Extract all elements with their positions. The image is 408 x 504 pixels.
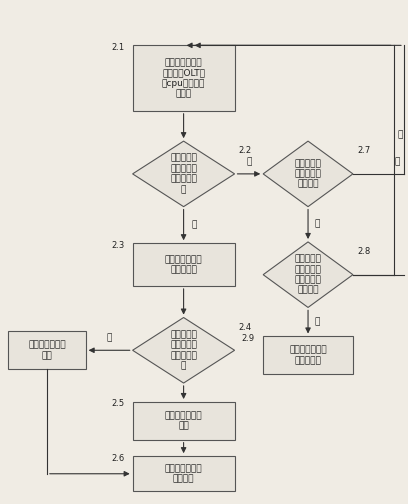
Text: 探测任务运行，
统计上送OLT设
各cpu的攻击报
文数量: 探测任务运行， 统计上送OLT设 各cpu的攻击报 文数量 xyxy=(162,58,205,98)
Text: 记录攻击级别为
重度: 记录攻击级别为 重度 xyxy=(165,411,202,430)
Text: 是: 是 xyxy=(314,220,319,229)
FancyBboxPatch shape xyxy=(8,332,86,369)
Text: 2.1: 2.1 xyxy=(111,43,124,52)
Polygon shape xyxy=(133,318,235,383)
Text: 记录攻击状态为
未攻击状态: 记录攻击状态为 未攻击状态 xyxy=(289,346,327,365)
Text: 2.5: 2.5 xyxy=(111,399,124,408)
Text: 2.7: 2.7 xyxy=(357,146,370,155)
Text: 当前攻击状
态是否为被
攻击状态: 当前攻击状 态是否为被 攻击状态 xyxy=(295,159,322,189)
Text: 2.4: 2.4 xyxy=(239,323,252,332)
Text: 否: 否 xyxy=(246,157,252,166)
FancyBboxPatch shape xyxy=(133,45,235,111)
Text: 2.2: 2.2 xyxy=(239,146,252,155)
Text: 2.3: 2.3 xyxy=(111,241,124,249)
Text: 判断攻击报
文是否到达
轻度攻击门
限: 判断攻击报 文是否到达 轻度攻击门 限 xyxy=(170,154,197,194)
Text: 调用攻击源处理
模块处理: 调用攻击源处理 模块处理 xyxy=(165,464,202,483)
Text: 2.6: 2.6 xyxy=(111,454,124,463)
Text: 是: 是 xyxy=(192,220,197,229)
Text: 是: 是 xyxy=(314,318,319,327)
Text: 否: 否 xyxy=(395,157,400,166)
Text: 当基台续续
三个周期都
未到达轻度
攻击门限: 当基台续续 三个周期都 未到达轻度 攻击门限 xyxy=(295,255,322,295)
Text: 2.8: 2.8 xyxy=(357,247,370,256)
Polygon shape xyxy=(263,141,353,207)
FancyBboxPatch shape xyxy=(133,456,235,491)
FancyBboxPatch shape xyxy=(263,337,353,374)
Text: 否: 否 xyxy=(106,334,112,343)
Text: 否: 否 xyxy=(398,131,403,139)
Polygon shape xyxy=(133,141,235,207)
Text: 2.9: 2.9 xyxy=(242,334,255,343)
Text: 判断攻击报
文是否到达
重度攻击门
限: 判断攻击报 文是否到达 重度攻击门 限 xyxy=(170,330,197,370)
Polygon shape xyxy=(263,242,353,307)
Text: 记录攻击级别为
轻度: 记录攻击级别为 轻度 xyxy=(28,341,66,360)
FancyBboxPatch shape xyxy=(133,243,235,286)
Text: 记录攻击状态为
被攻击状态: 记录攻击状态为 被攻击状态 xyxy=(165,255,202,274)
FancyBboxPatch shape xyxy=(133,402,235,439)
